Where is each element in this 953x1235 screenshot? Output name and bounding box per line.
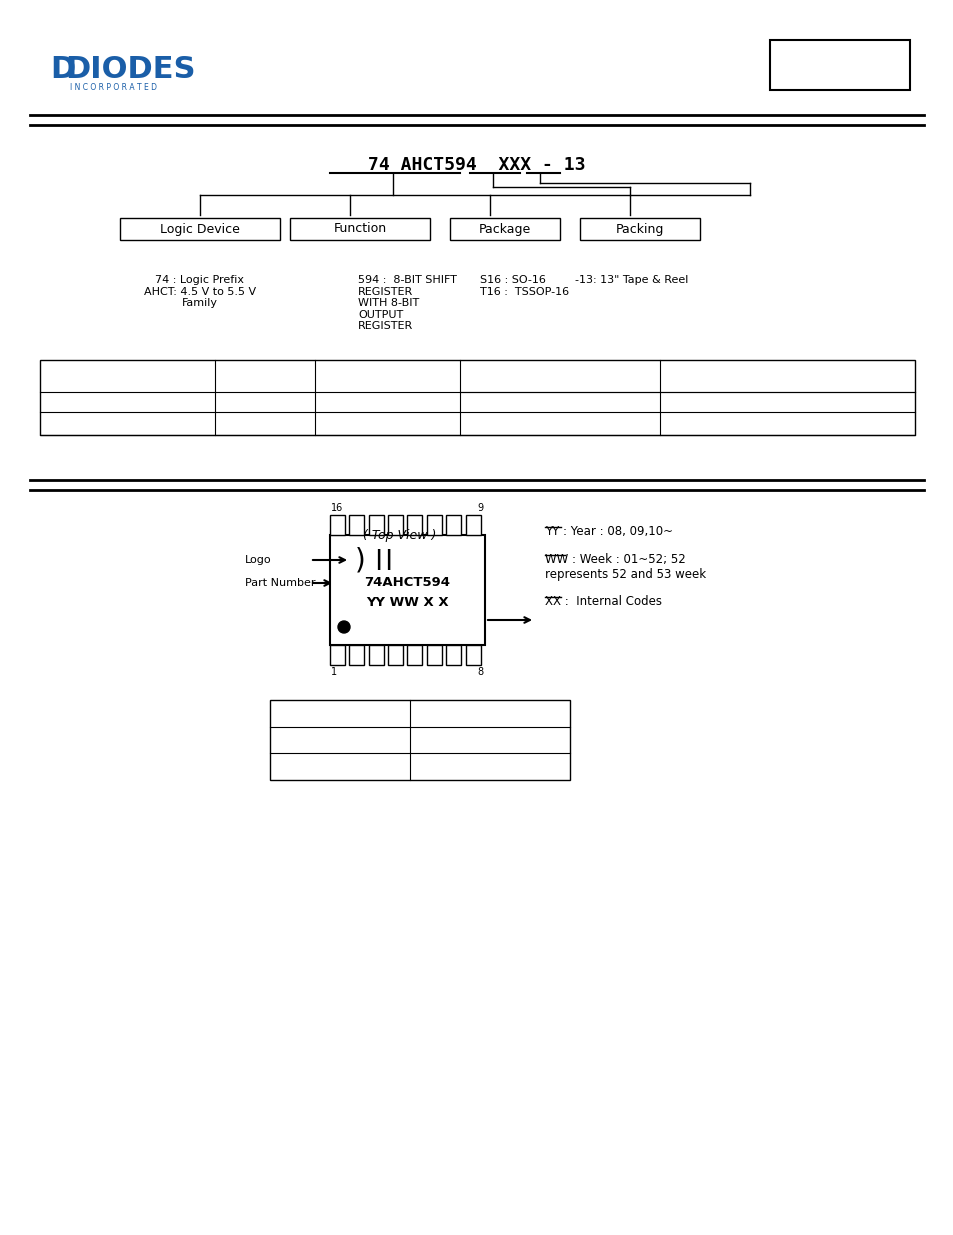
FancyBboxPatch shape <box>465 515 480 535</box>
Text: Package: Package <box>478 222 531 236</box>
Text: |: | <box>383 550 392 571</box>
Text: 9: 9 <box>477 503 483 513</box>
FancyBboxPatch shape <box>40 359 914 435</box>
Text: DIODES: DIODES <box>65 56 195 84</box>
FancyBboxPatch shape <box>426 515 441 535</box>
FancyBboxPatch shape <box>579 219 700 240</box>
FancyBboxPatch shape <box>446 645 460 664</box>
FancyBboxPatch shape <box>290 219 430 240</box>
Text: YY : Year : 08, 09,10~: YY : Year : 08, 09,10~ <box>544 525 672 538</box>
Text: 1: 1 <box>331 667 336 677</box>
Text: WW : Week : 01~52; 52
represents 52 and 53 week: WW : Week : 01~52; 52 represents 52 and … <box>544 553 705 580</box>
FancyBboxPatch shape <box>270 700 569 781</box>
FancyBboxPatch shape <box>388 645 403 664</box>
FancyBboxPatch shape <box>369 515 383 535</box>
FancyBboxPatch shape <box>407 645 422 664</box>
Text: Packing: Packing <box>616 222 663 236</box>
Text: YY WW X X: YY WW X X <box>366 597 448 610</box>
Text: 74AHCT594: 74AHCT594 <box>364 577 450 589</box>
Text: S16 : SO-16
T16 :  TSSOP-16: S16 : SO-16 T16 : TSSOP-16 <box>479 275 569 296</box>
Text: D: D <box>50 56 75 84</box>
Text: -13: 13" Tape & Reel: -13: 13" Tape & Reel <box>575 275 688 285</box>
Circle shape <box>337 621 350 634</box>
Text: ): ) <box>355 546 365 574</box>
FancyBboxPatch shape <box>446 515 460 535</box>
FancyBboxPatch shape <box>349 645 364 664</box>
Text: Logic Device: Logic Device <box>160 222 240 236</box>
FancyBboxPatch shape <box>349 515 364 535</box>
FancyBboxPatch shape <box>388 515 403 535</box>
Text: Part Number: Part Number <box>245 578 315 588</box>
Text: I N C O R P O R A T E D: I N C O R P O R A T E D <box>70 83 157 91</box>
Text: 74 : Logic Prefix
AHCT: 4.5 V to 5.5 V
Family: 74 : Logic Prefix AHCT: 4.5 V to 5.5 V F… <box>144 275 255 309</box>
FancyBboxPatch shape <box>330 515 345 535</box>
Text: Function: Function <box>334 222 386 236</box>
Text: 16: 16 <box>331 503 343 513</box>
FancyBboxPatch shape <box>330 645 345 664</box>
Text: ( Top View ): ( Top View ) <box>363 529 436 541</box>
FancyBboxPatch shape <box>465 645 480 664</box>
Text: 594 :  8-BIT SHIFT
REGISTER
WITH 8-BIT
OUTPUT
REGISTER: 594 : 8-BIT SHIFT REGISTER WITH 8-BIT OU… <box>357 275 456 331</box>
FancyBboxPatch shape <box>120 219 280 240</box>
FancyBboxPatch shape <box>330 535 484 645</box>
Text: |: | <box>374 550 382 571</box>
Text: Logo: Logo <box>245 555 272 564</box>
FancyBboxPatch shape <box>450 219 559 240</box>
FancyBboxPatch shape <box>769 40 909 90</box>
Text: XX :  Internal Codes: XX : Internal Codes <box>544 595 661 608</box>
FancyBboxPatch shape <box>369 645 383 664</box>
Text: 74 AHCT594  XXX - 13: 74 AHCT594 XXX - 13 <box>368 156 585 174</box>
FancyBboxPatch shape <box>426 645 441 664</box>
Text: 8: 8 <box>477 667 483 677</box>
FancyBboxPatch shape <box>407 515 422 535</box>
